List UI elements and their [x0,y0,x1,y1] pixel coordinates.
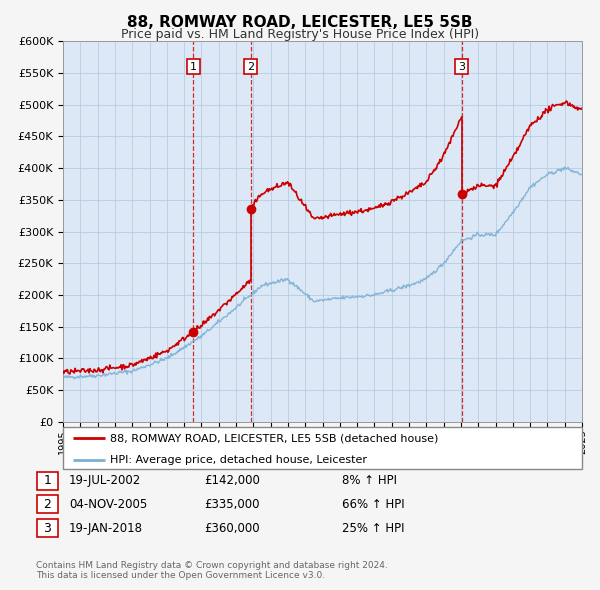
Text: 19-JAN-2018: 19-JAN-2018 [69,522,143,535]
Text: 88, ROMWAY ROAD, LEICESTER, LE5 5SB: 88, ROMWAY ROAD, LEICESTER, LE5 5SB [127,15,473,30]
FancyBboxPatch shape [37,496,58,513]
Text: Price paid vs. HM Land Registry's House Price Index (HPI): Price paid vs. HM Land Registry's House … [121,28,479,41]
Text: 66% ↑ HPI: 66% ↑ HPI [342,498,404,511]
Text: 3: 3 [458,62,465,71]
Text: Contains HM Land Registry data © Crown copyright and database right 2024.: Contains HM Land Registry data © Crown c… [36,560,388,569]
Text: 1: 1 [43,474,52,487]
Text: 88, ROMWAY ROAD, LEICESTER, LE5 5SB (detached house): 88, ROMWAY ROAD, LEICESTER, LE5 5SB (det… [110,434,438,444]
FancyBboxPatch shape [37,472,58,490]
FancyBboxPatch shape [63,427,582,469]
Text: 2: 2 [43,498,52,511]
Text: This data is licensed under the Open Government Licence v3.0.: This data is licensed under the Open Gov… [36,571,325,580]
Text: 2: 2 [247,62,254,71]
Text: £142,000: £142,000 [204,474,260,487]
FancyBboxPatch shape [37,519,58,537]
Text: 1: 1 [190,62,197,71]
Text: £360,000: £360,000 [204,522,260,535]
Text: HPI: Average price, detached house, Leicester: HPI: Average price, detached house, Leic… [110,455,367,465]
Text: 04-NOV-2005: 04-NOV-2005 [69,498,147,511]
Text: 25% ↑ HPI: 25% ↑ HPI [342,522,404,535]
Text: 3: 3 [43,522,52,535]
Text: 19-JUL-2002: 19-JUL-2002 [69,474,141,487]
Text: £335,000: £335,000 [204,498,260,511]
Text: 8% ↑ HPI: 8% ↑ HPI [342,474,397,487]
